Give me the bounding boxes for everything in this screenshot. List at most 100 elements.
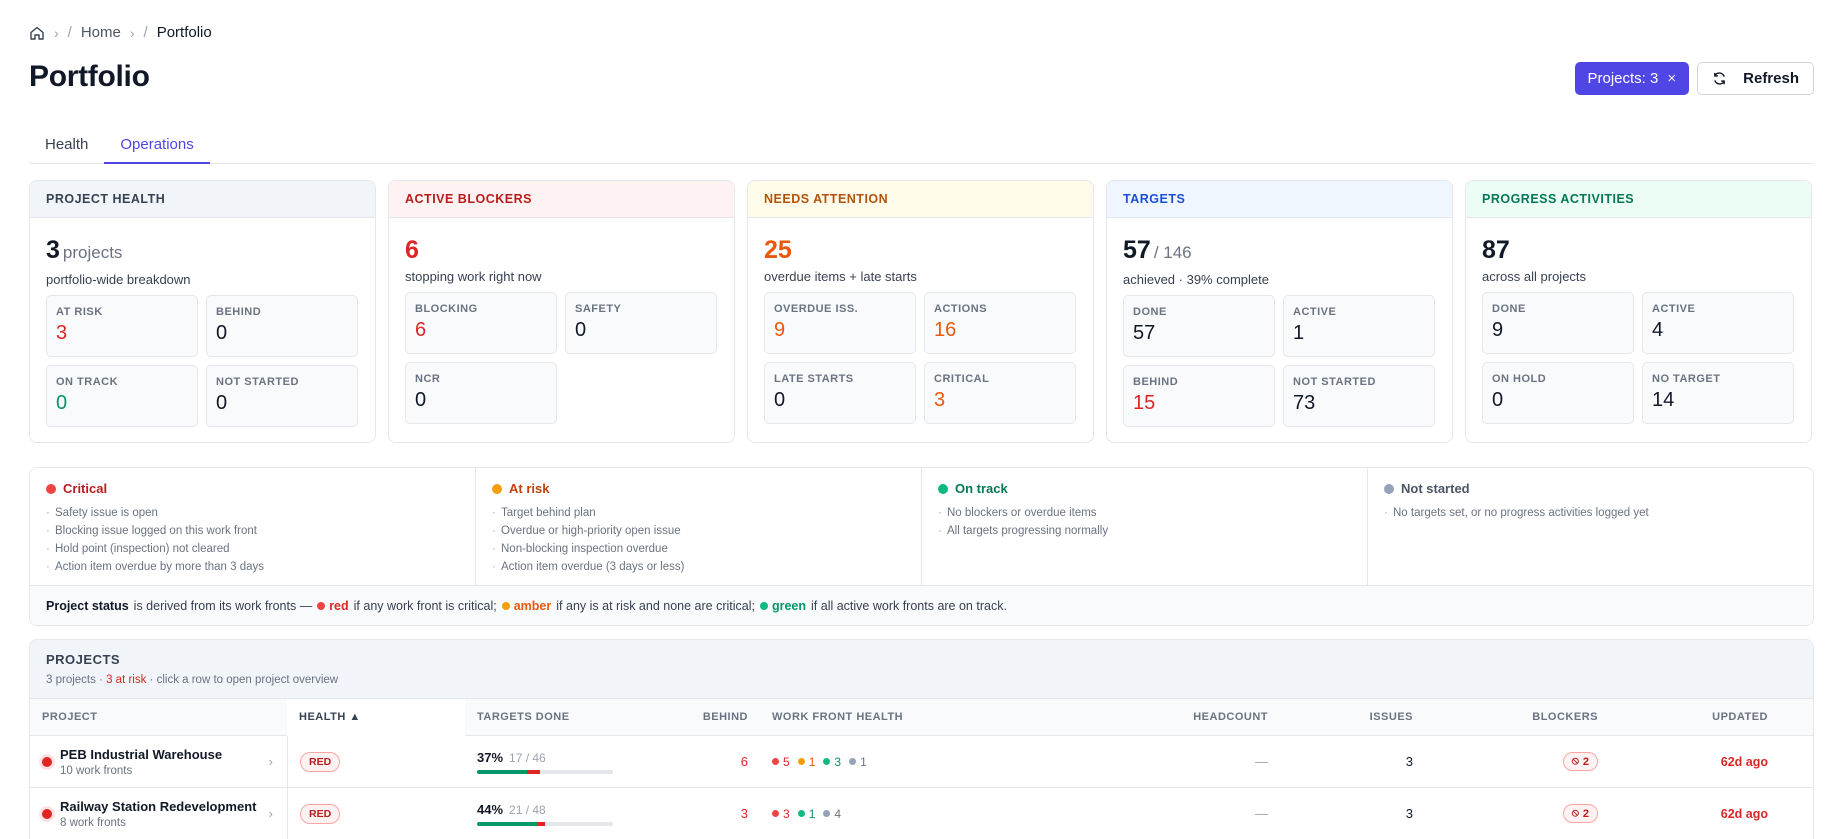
legend-title-label: At risk — [509, 481, 550, 496]
legend-title-label: On track — [955, 481, 1008, 496]
legend-item: Hold point (inspection) not cleared — [46, 540, 459, 558]
metric-cell: ON TRACK 0 — [46, 365, 198, 427]
chevron-right-icon[interactable]: › — [268, 754, 273, 769]
metric-label: OVERDUE ISS. — [774, 303, 859, 315]
legend-footer-text: if all active work fronts are on track. — [811, 599, 1007, 613]
metric-cell: NOT STARTED 0 — [206, 365, 358, 427]
card-subtitle: achieved · 39% complete — [1123, 272, 1269, 287]
metric-value: 0 — [575, 319, 587, 341]
amber-dot-icon — [501, 602, 510, 610]
col-blockers[interactable]: BLOCKERS — [1532, 711, 1598, 723]
refresh-label: Refresh — [1743, 70, 1799, 87]
status-dot-icon — [42, 808, 52, 819]
legend-title-label: Critical — [63, 481, 108, 496]
col-behind[interactable]: BEHIND — [702, 711, 748, 723]
tab-operations[interactable]: Operations — [104, 130, 210, 164]
metric-cell: BEHIND 15 — [1123, 365, 1275, 427]
metric-value: 73 — [1293, 392, 1316, 414]
legend-item: All targets progressing normally — [938, 522, 1351, 540]
metric-label: ON TRACK — [56, 376, 119, 388]
card-value-number: 25 — [764, 236, 792, 264]
col-targets[interactable]: TARGETS DONE — [477, 711, 570, 723]
col-work-front-health[interactable]: WORK FRONT HEALTH — [772, 711, 904, 723]
metric-value: 14 — [1652, 389, 1675, 411]
table-row[interactable]: Railway Station Redevelopment 8 work fron… — [30, 787, 1813, 839]
metric-cell: CRITICAL 3 — [924, 362, 1076, 424]
projects-filter-label: Projects: 3 — [1587, 70, 1659, 87]
legend-item: Action item overdue by more than 3 days — [46, 558, 459, 576]
metric-cell: AT RISK 3 — [46, 295, 198, 357]
legend-item: Blocking issue logged on this work front — [46, 522, 459, 540]
project-name[interactable]: PEB Industrial Warehouse — [60, 746, 223, 762]
projects-header: PROJECTS 3 projects · 3 at risk · click … — [30, 640, 1813, 699]
status-dot-icon — [797, 758, 805, 765]
col-headcount[interactable]: HEADCOUNT — [1193, 711, 1268, 723]
headcount-value: — — [1255, 754, 1268, 769]
metric-label: LATE STARTS — [774, 373, 854, 385]
card-body: 3 projects portfolio-wide breakdown AT RISK… — [30, 218, 375, 427]
summary-card: PROGRESS ACTIVITIES 87 across all projects… — [1465, 180, 1812, 443]
page-title: Portfolio — [29, 60, 150, 93]
metric-value: 9 — [1492, 319, 1504, 341]
breadcrumb-home[interactable]: Home — [80, 24, 121, 41]
projects-filter-chip[interactable]: Projects: 3 × — [1574, 62, 1690, 95]
legend-footer: Project status is derived from its work … — [30, 586, 1813, 625]
metric-cell: ACTIONS 16 — [924, 292, 1076, 354]
targets-text: 44% 21 / 48 — [477, 802, 665, 817]
metric-label: DONE — [1133, 306, 1167, 318]
legend-item: Non-blocking inspection overdue — [492, 540, 905, 558]
col-issues[interactable]: ISSUES — [1369, 711, 1413, 723]
work-front-health-cell: 3 1 4 — [760, 807, 1080, 821]
project-info: PEB Industrial Warehouse 10 work fronts — [60, 747, 222, 777]
separator: · — [95, 674, 107, 686]
close-icon[interactable]: × — [1667, 70, 1677, 87]
work-front-count: 1 — [797, 806, 816, 821]
status-dot-icon — [1384, 483, 1394, 494]
legend-title: Not started — [1384, 481, 1797, 496]
project-meta: 10 work fronts — [60, 764, 133, 777]
work-front-count-value: 3 — [783, 806, 790, 821]
home-icon[interactable] — [29, 25, 45, 41]
projects-count: 3 projects — [46, 674, 96, 686]
metric-value: 1 — [1293, 322, 1305, 344]
metric-label: CRITICAL — [934, 373, 990, 385]
work-front-count-value: 1 — [808, 806, 816, 821]
behind-value: 3 — [740, 806, 748, 821]
card-title: PROGRESS ACTIVITIES — [1466, 181, 1811, 218]
metric-label: BLOCKING — [415, 303, 478, 315]
metric-cell: ACTIVE 4 — [1642, 292, 1794, 354]
status-dot-icon — [772, 810, 779, 817]
health-cell: RED — [287, 735, 465, 788]
metric-label: BEHIND — [1133, 376, 1179, 388]
col-project[interactable]: PROJECT — [42, 711, 98, 723]
table-body: PEB Industrial Warehouse 10 work fronts › R… — [30, 735, 1813, 839]
metric-label: ACTIONS — [934, 303, 987, 315]
legend-footer-green: green — [759, 599, 806, 613]
col-health[interactable]: HEALTH ▲ — [287, 698, 465, 736]
legend-footer-lead: Project status — [46, 599, 129, 613]
legend-footer-red: red — [317, 599, 349, 613]
refresh-button[interactable]: Refresh — [1697, 62, 1814, 95]
col-updated[interactable]: UPDATED — [1712, 711, 1768, 723]
targets-percent: 37% — [477, 749, 504, 765]
projects-subtitle: 3 projects · 3 at risk · click a row to … — [46, 674, 1797, 686]
blocked-icon: ⦸ — [1571, 755, 1579, 767]
chevron-right-icon[interactable]: › — [268, 806, 273, 821]
metric-value: 6 — [415, 319, 427, 341]
card-title: ACTIVE BLOCKERS — [389, 181, 734, 218]
metric-cell: SAFETY 0 — [565, 292, 717, 354]
legend-title-label: Not started — [1401, 481, 1470, 496]
project-name[interactable]: Railway Station Redevelopment — [60, 798, 257, 814]
updated-cell: 62d ago — [1610, 806, 1780, 821]
metric-value: 0 — [56, 392, 68, 414]
red-dot-icon — [317, 602, 326, 610]
card-body: 25 overdue items + late starts OVERDUE ISS… — [748, 218, 1093, 424]
table-row[interactable]: PEB Industrial Warehouse 10 work fronts › R… — [30, 735, 1813, 788]
progress-done — [477, 821, 537, 826]
legend-red-label: red — [329, 599, 349, 613]
projects-at-risk: 3 at risk — [106, 674, 147, 686]
metric-value: 9 — [774, 319, 786, 341]
card-title: PROJECT HEALTH — [30, 181, 375, 218]
card-value: 25 — [764, 236, 1077, 264]
tab-health[interactable]: Health — [45, 136, 89, 153]
